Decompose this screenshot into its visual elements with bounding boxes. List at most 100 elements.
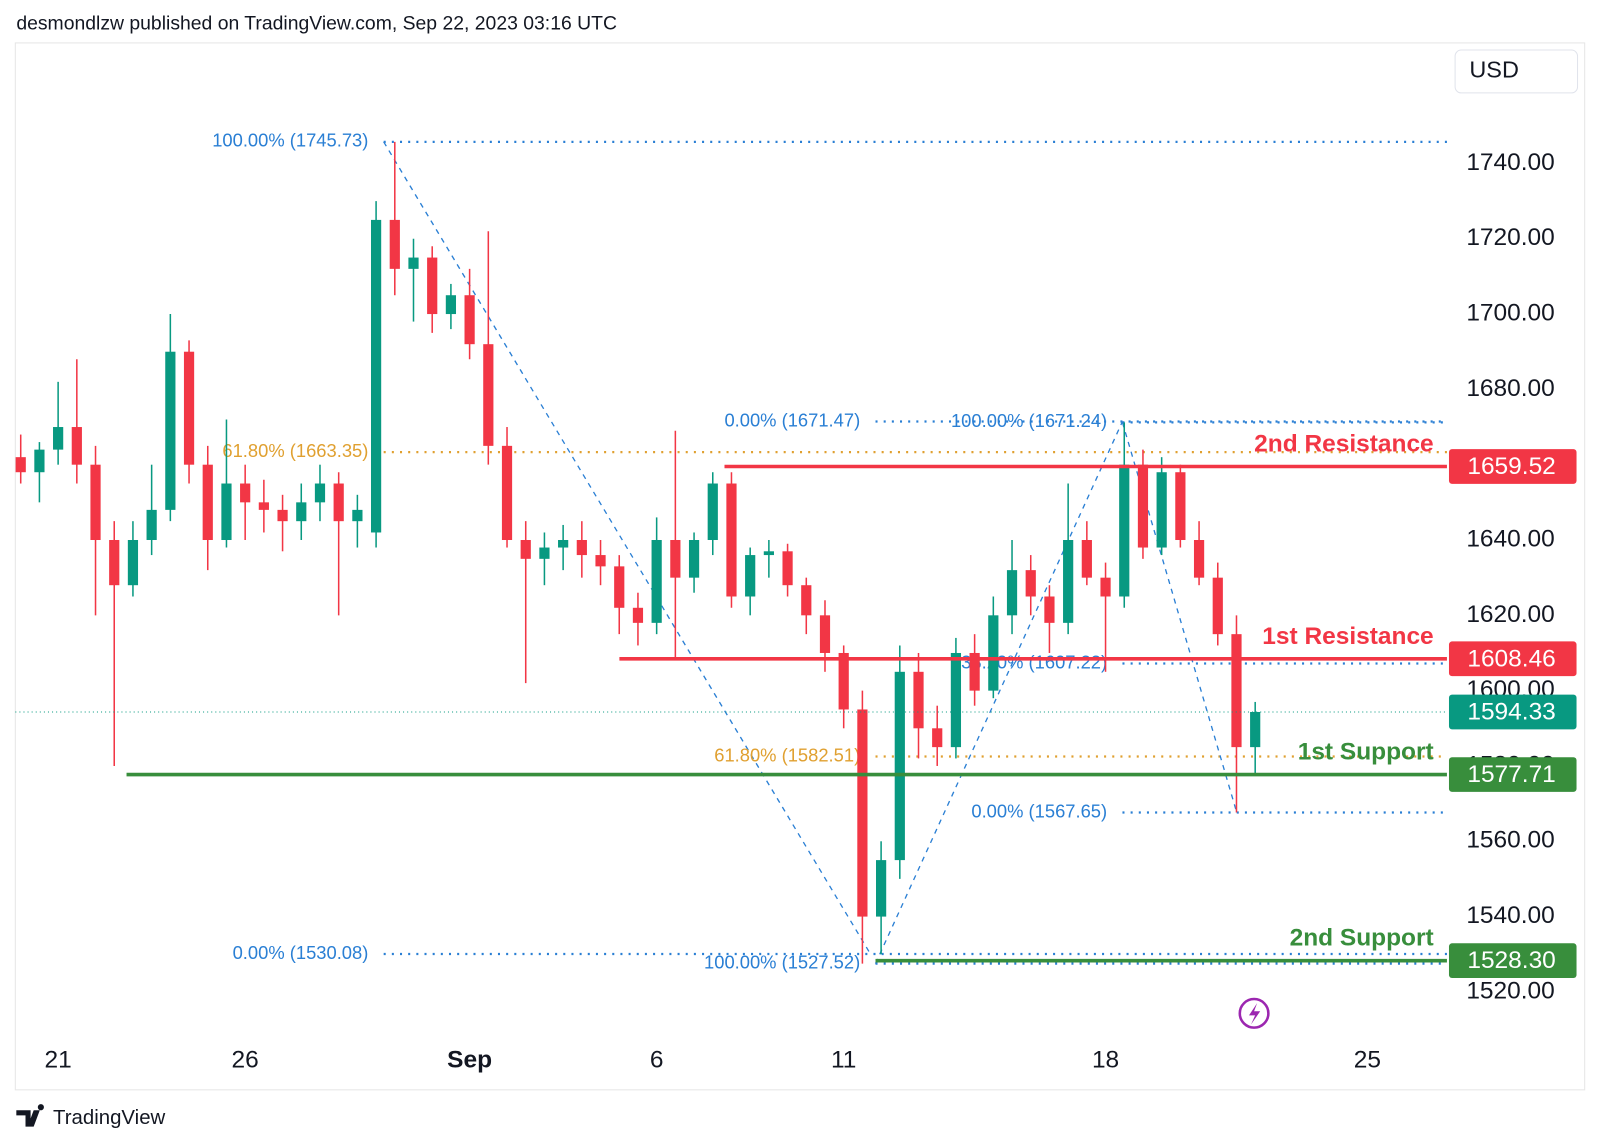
y-tick-label: 1680.00: [1466, 375, 1554, 402]
candle-body: [1137, 464, 1149, 548]
candle-body: [1193, 540, 1205, 578]
candle-body: [576, 540, 587, 556]
candle-body: [445, 295, 457, 315]
candle-body: [876, 860, 887, 917]
candle-body: [763, 551, 774, 556]
x-tick-label: 6: [650, 1047, 664, 1074]
candle-body: [520, 540, 531, 559]
candle-body: [127, 540, 139, 586]
candle-body: [558, 540, 569, 548]
candle-body: [501, 445, 513, 541]
brand: TradingView: [53, 1107, 165, 1129]
y-tick-label: 1620.00: [1466, 601, 1554, 628]
candle-body: [726, 483, 737, 597]
header: desmondlzw published on TradingView.com,…: [16, 13, 617, 35]
y-tick-label: 1720.00: [1466, 224, 1554, 251]
candle-body: [352, 509, 363, 522]
candle-body: [53, 427, 64, 450]
y-tick-label: 1700.00: [1466, 300, 1554, 327]
candle-body: [1044, 596, 1055, 623]
candle-body: [969, 652, 980, 691]
candle-body: [1025, 570, 1036, 597]
x-tick-label: 21: [45, 1047, 72, 1074]
candle-body: [427, 257, 438, 315]
candle-body: [801, 585, 812, 616]
chart-frame: [14, 42, 1586, 1091]
candle-body: [932, 728, 943, 748]
level-name: 2nd Support: [1290, 925, 1434, 952]
candle-body: [819, 615, 831, 653]
last-price-label: 1594.33: [1467, 698, 1555, 725]
candle-body: [1250, 711, 1261, 748]
candle-body: [109, 540, 120, 586]
level-name: 1st Support: [1298, 739, 1434, 766]
currency-box: [1454, 49, 1579, 94]
fib-label: 38.20% (1607.22): [961, 651, 1107, 672]
candle-body: [240, 483, 251, 503]
candle-body: [595, 555, 606, 567]
candle-body: [913, 671, 924, 729]
candle-body: [90, 464, 101, 541]
candle-body: [277, 509, 288, 522]
fib-trend: [383, 141, 871, 955]
candle-body: [183, 351, 195, 465]
y-tick-label: 1520.00: [1466, 977, 1554, 1004]
fib-label: 0.00% (1671.47): [724, 409, 860, 430]
candle-body: [670, 540, 681, 578]
fib-label: 0.00% (1567.65): [971, 800, 1107, 821]
fib-label: 100.00% (1671.24): [951, 410, 1107, 431]
price-box: [1448, 641, 1577, 677]
price-box: [1448, 943, 1577, 979]
candle-body: [389, 219, 400, 269]
price-box-label: 1659.52: [1467, 453, 1555, 480]
price-box: [1448, 757, 1577, 792]
candle-body: [464, 295, 475, 345]
x-tick-label: 11: [831, 1047, 856, 1074]
y-tick-label: 1640.00: [1466, 525, 1554, 552]
candle-body: [894, 671, 905, 861]
candle-body: [707, 483, 718, 541]
fib-label: 61.80% (1582.51): [714, 744, 860, 765]
candle-body: [1231, 634, 1242, 748]
last-price-box: [1448, 694, 1577, 730]
candle-body: [15, 457, 26, 473]
lightning-icon: [1238, 997, 1270, 1029]
candle-body: [296, 502, 307, 522]
candle-body: [539, 547, 550, 559]
candle-body: [857, 709, 868, 917]
candle-body: [333, 483, 344, 522]
candle-body: [1063, 540, 1074, 623]
candle-body: [1212, 577, 1223, 635]
candle-body: [988, 615, 999, 691]
level-name: 2nd Resistance: [1254, 431, 1434, 458]
candle-body: [408, 257, 419, 269]
fib-label: 61.80% (1663.35): [222, 440, 368, 461]
x-tick-label: 26: [232, 1047, 259, 1074]
candle-body: [1100, 577, 1111, 597]
candle-body: [950, 652, 962, 748]
candle-body: [483, 344, 494, 446]
candle-body: [632, 607, 644, 623]
candle-body: [838, 652, 849, 710]
fib-trend: [874, 421, 1124, 964]
y-tick-label: 1560.00: [1466, 827, 1554, 854]
x-tick-label: Sep: [447, 1047, 492, 1074]
fib-label: 100.00% (1527.52): [704, 951, 860, 972]
candle-body: [202, 464, 213, 541]
candle-body: [370, 219, 382, 533]
x-tick-label: 18: [1092, 1047, 1119, 1074]
currency: USD: [1469, 57, 1519, 83]
candle-body: [651, 540, 662, 623]
x-tick-label: 25: [1354, 1047, 1381, 1074]
fib-trend: [1121, 422, 1238, 813]
candle-body: [1081, 540, 1092, 578]
candle-body: [1006, 570, 1018, 616]
candle-body: [1175, 472, 1186, 541]
candle-body: [614, 566, 625, 608]
candle-body: [314, 483, 326, 503]
candle-body: [221, 483, 232, 541]
y-tick-label: 1740.00: [1466, 149, 1554, 176]
candle-body: [165, 351, 176, 510]
